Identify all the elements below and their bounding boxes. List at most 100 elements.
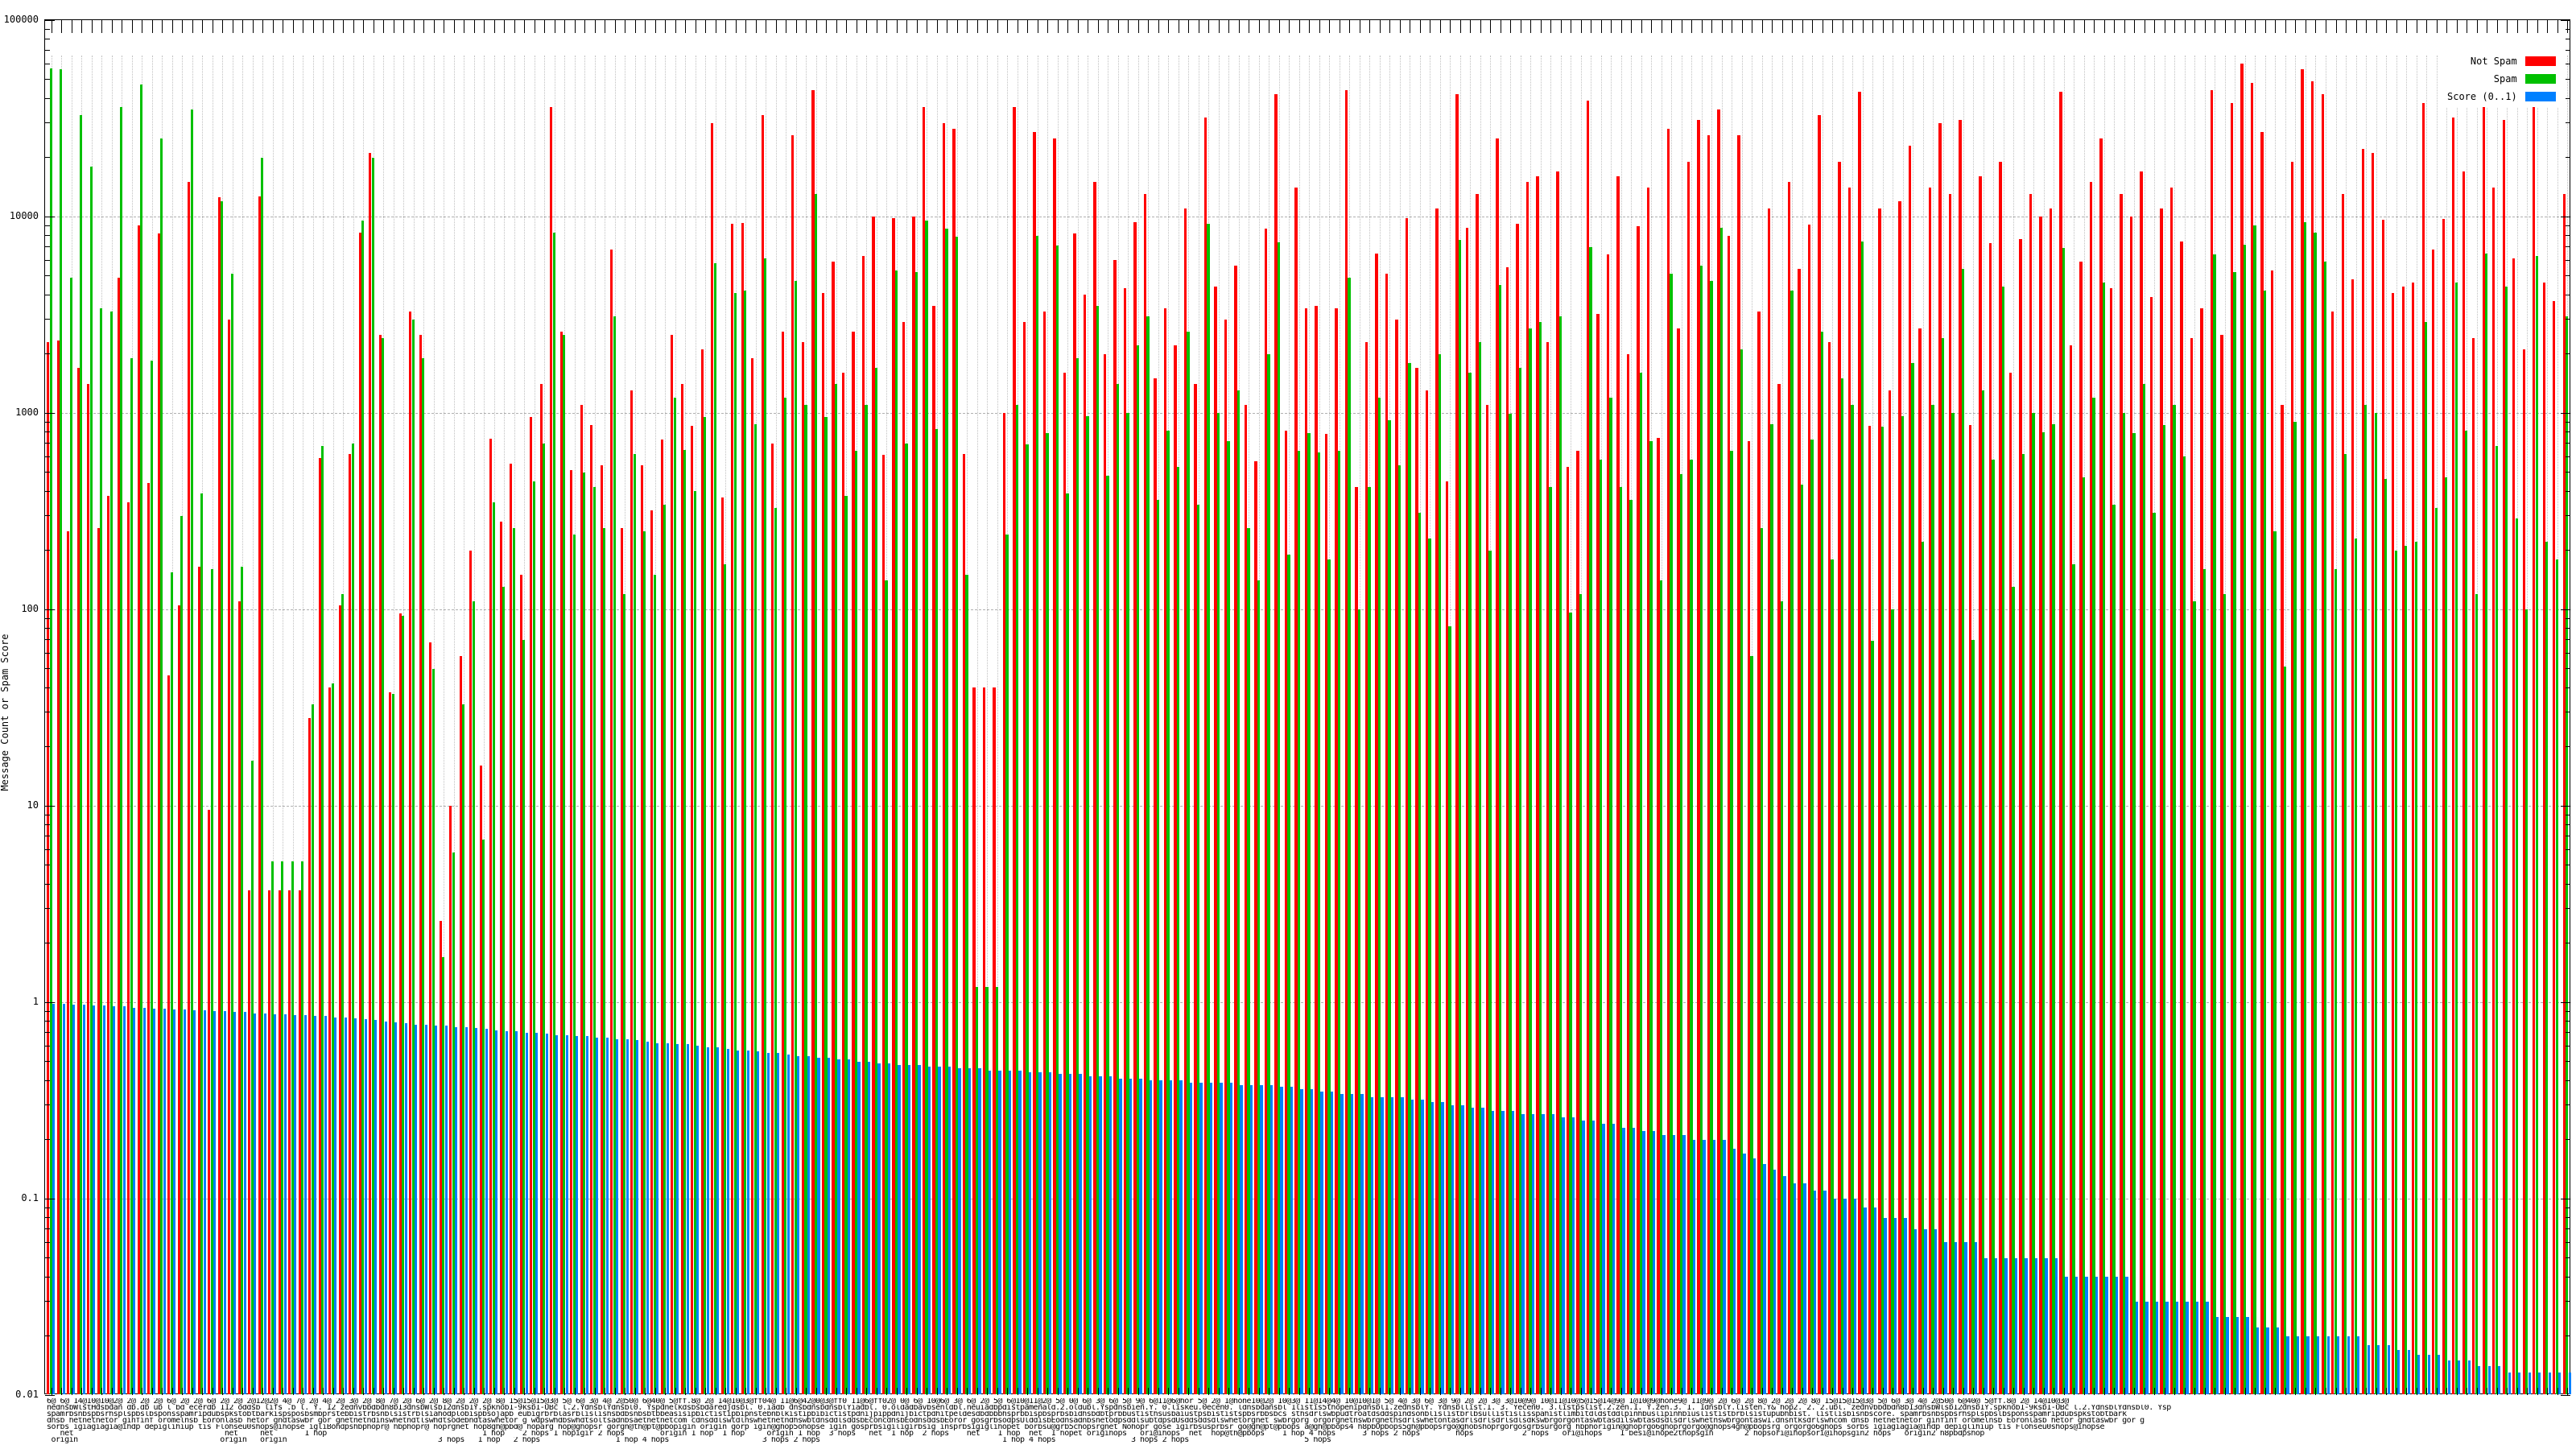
bar-score bbox=[1712, 1139, 1716, 1394]
x-tick-bottom bbox=[1117, 1388, 1119, 1395]
bar-not-spam bbox=[912, 217, 915, 1394]
x-tick-top bbox=[524, 20, 526, 33]
bar-score bbox=[686, 1044, 689, 1394]
bar-spam bbox=[1176, 467, 1180, 1394]
x-tick-bottom bbox=[1872, 1388, 1874, 1395]
y-tick-minor-right bbox=[2566, 490, 2570, 492]
x-tick-bottom bbox=[61, 1388, 62, 1395]
x-tick-bottom bbox=[1238, 1388, 1240, 1395]
bar-spam bbox=[1397, 465, 1402, 1394]
bar-score bbox=[1330, 1092, 1334, 1394]
bar-spam bbox=[80, 114, 83, 1394]
x-tick-bottom bbox=[1319, 1388, 1320, 1395]
x-tick-top bbox=[1168, 20, 1170, 33]
x-tick-top bbox=[916, 20, 918, 33]
bar-not-spam bbox=[1697, 120, 1700, 1394]
bar-not-spam bbox=[2442, 219, 2445, 1394]
x-tick-bottom bbox=[1158, 1388, 1159, 1395]
bar-score bbox=[113, 1006, 116, 1394]
bar-spam bbox=[1146, 316, 1150, 1394]
bar-score bbox=[1773, 1170, 1777, 1394]
x-tick-bottom bbox=[1490, 1388, 1492, 1395]
bar-spam bbox=[2153, 513, 2156, 1394]
x-tick-bottom bbox=[433, 1388, 435, 1395]
bar-spam bbox=[764, 258, 767, 1394]
x-tick-top bbox=[61, 20, 62, 33]
x-tick-bottom bbox=[2043, 1388, 2045, 1395]
y-tick-minor-right bbox=[2566, 687, 2570, 688]
x-tick-bottom bbox=[725, 1388, 727, 1395]
x-tick-top bbox=[81, 20, 82, 33]
bar-not-spam bbox=[2140, 171, 2143, 1394]
bar-spam bbox=[965, 575, 968, 1394]
v-gridline bbox=[987, 56, 989, 1395]
bar-spam bbox=[2475, 593, 2478, 1394]
bar-not-spam bbox=[861, 256, 865, 1394]
bar-score bbox=[344, 1017, 347, 1394]
bar-not-spam bbox=[2331, 311, 2334, 1394]
bar-score bbox=[817, 1058, 820, 1394]
bar-score bbox=[1441, 1102, 1444, 1394]
bar-score bbox=[958, 1068, 961, 1394]
bar-not-spam bbox=[550, 107, 553, 1394]
bar-not-spam bbox=[1324, 434, 1328, 1394]
x-tick-bottom bbox=[906, 1388, 908, 1395]
bar-spam bbox=[2314, 232, 2317, 1394]
y-tick-minor-left bbox=[45, 908, 50, 910]
bar-not-spam bbox=[1073, 233, 1076, 1394]
x-tick-bottom bbox=[1007, 1388, 1009, 1395]
y-tick-label: 1000 bbox=[15, 407, 39, 418]
bar-spam bbox=[431, 668, 435, 1394]
x-tick-top bbox=[1148, 20, 1150, 33]
bar-not-spam bbox=[1556, 171, 1559, 1394]
x-tick-top bbox=[2063, 20, 2065, 33]
x-tick-bottom bbox=[1419, 1388, 1421, 1395]
x-tick-bottom bbox=[1309, 1388, 1311, 1395]
bar-not-spam bbox=[1717, 109, 1720, 1394]
bar-score bbox=[515, 1031, 518, 1394]
bar-spam bbox=[704, 417, 707, 1394]
y-tick-minor-left bbox=[45, 1060, 50, 1062]
bar-spam bbox=[1307, 433, 1311, 1394]
bar-spam bbox=[2112, 505, 2116, 1394]
x-tick-bottom bbox=[967, 1388, 968, 1395]
x-tick-top bbox=[967, 20, 968, 33]
bar-not-spam bbox=[67, 530, 70, 1394]
x-tick-bottom bbox=[896, 1388, 898, 1395]
bar-not-spam bbox=[2472, 338, 2475, 1394]
y-tick-minor-right bbox=[2566, 353, 2570, 355]
x-tick-label-line: dnsb hetnetnetor ginfinf oromelnsb Eoron… bbox=[47, 1418, 2145, 1424]
bar-score bbox=[1099, 1075, 1102, 1394]
bar-not-spam bbox=[2129, 217, 2133, 1394]
bar-not-spam bbox=[338, 605, 341, 1394]
bar-spam bbox=[1458, 240, 1462, 1394]
x-tick-top bbox=[1812, 20, 1814, 33]
bar-score bbox=[1471, 1108, 1475, 1394]
bar-spam bbox=[2032, 413, 2035, 1394]
bar-spam bbox=[2182, 456, 2186, 1394]
x-tick-top bbox=[413, 20, 415, 33]
x-tick-bottom bbox=[2114, 1388, 2116, 1395]
x-tick-top bbox=[956, 20, 958, 33]
bar-score bbox=[324, 1016, 327, 1394]
bar-not-spam bbox=[1183, 208, 1187, 1394]
x-tick-top bbox=[836, 20, 837, 33]
x-tick-top bbox=[2114, 20, 2116, 33]
x-tick-bottom bbox=[101, 1388, 102, 1395]
y-tick-label: 1 bbox=[32, 996, 39, 1007]
bar-score bbox=[394, 1022, 398, 1394]
x-tick-top bbox=[1902, 20, 1904, 33]
bar-not-spam bbox=[711, 122, 714, 1394]
bar-spam bbox=[1337, 451, 1341, 1394]
bar-spam bbox=[885, 580, 888, 1394]
bar-spam bbox=[1388, 419, 1391, 1394]
bar-spam bbox=[130, 358, 133, 1394]
y-tick-minor-left bbox=[45, 1276, 50, 1278]
x-tick-top bbox=[2264, 20, 2266, 33]
bar-not-spam bbox=[510, 464, 513, 1394]
bar-score bbox=[1612, 1124, 1616, 1394]
bar-not-spam bbox=[1948, 194, 1952, 1394]
bar-spam bbox=[1438, 353, 1442, 1394]
bar-score bbox=[2115, 1277, 2119, 1394]
legend-label-not-spam: Not Spam bbox=[2470, 56, 2517, 67]
